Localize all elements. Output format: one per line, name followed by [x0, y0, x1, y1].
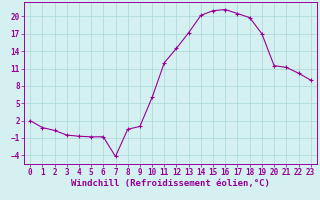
- X-axis label: Windchill (Refroidissement éolien,°C): Windchill (Refroidissement éolien,°C): [71, 179, 270, 188]
